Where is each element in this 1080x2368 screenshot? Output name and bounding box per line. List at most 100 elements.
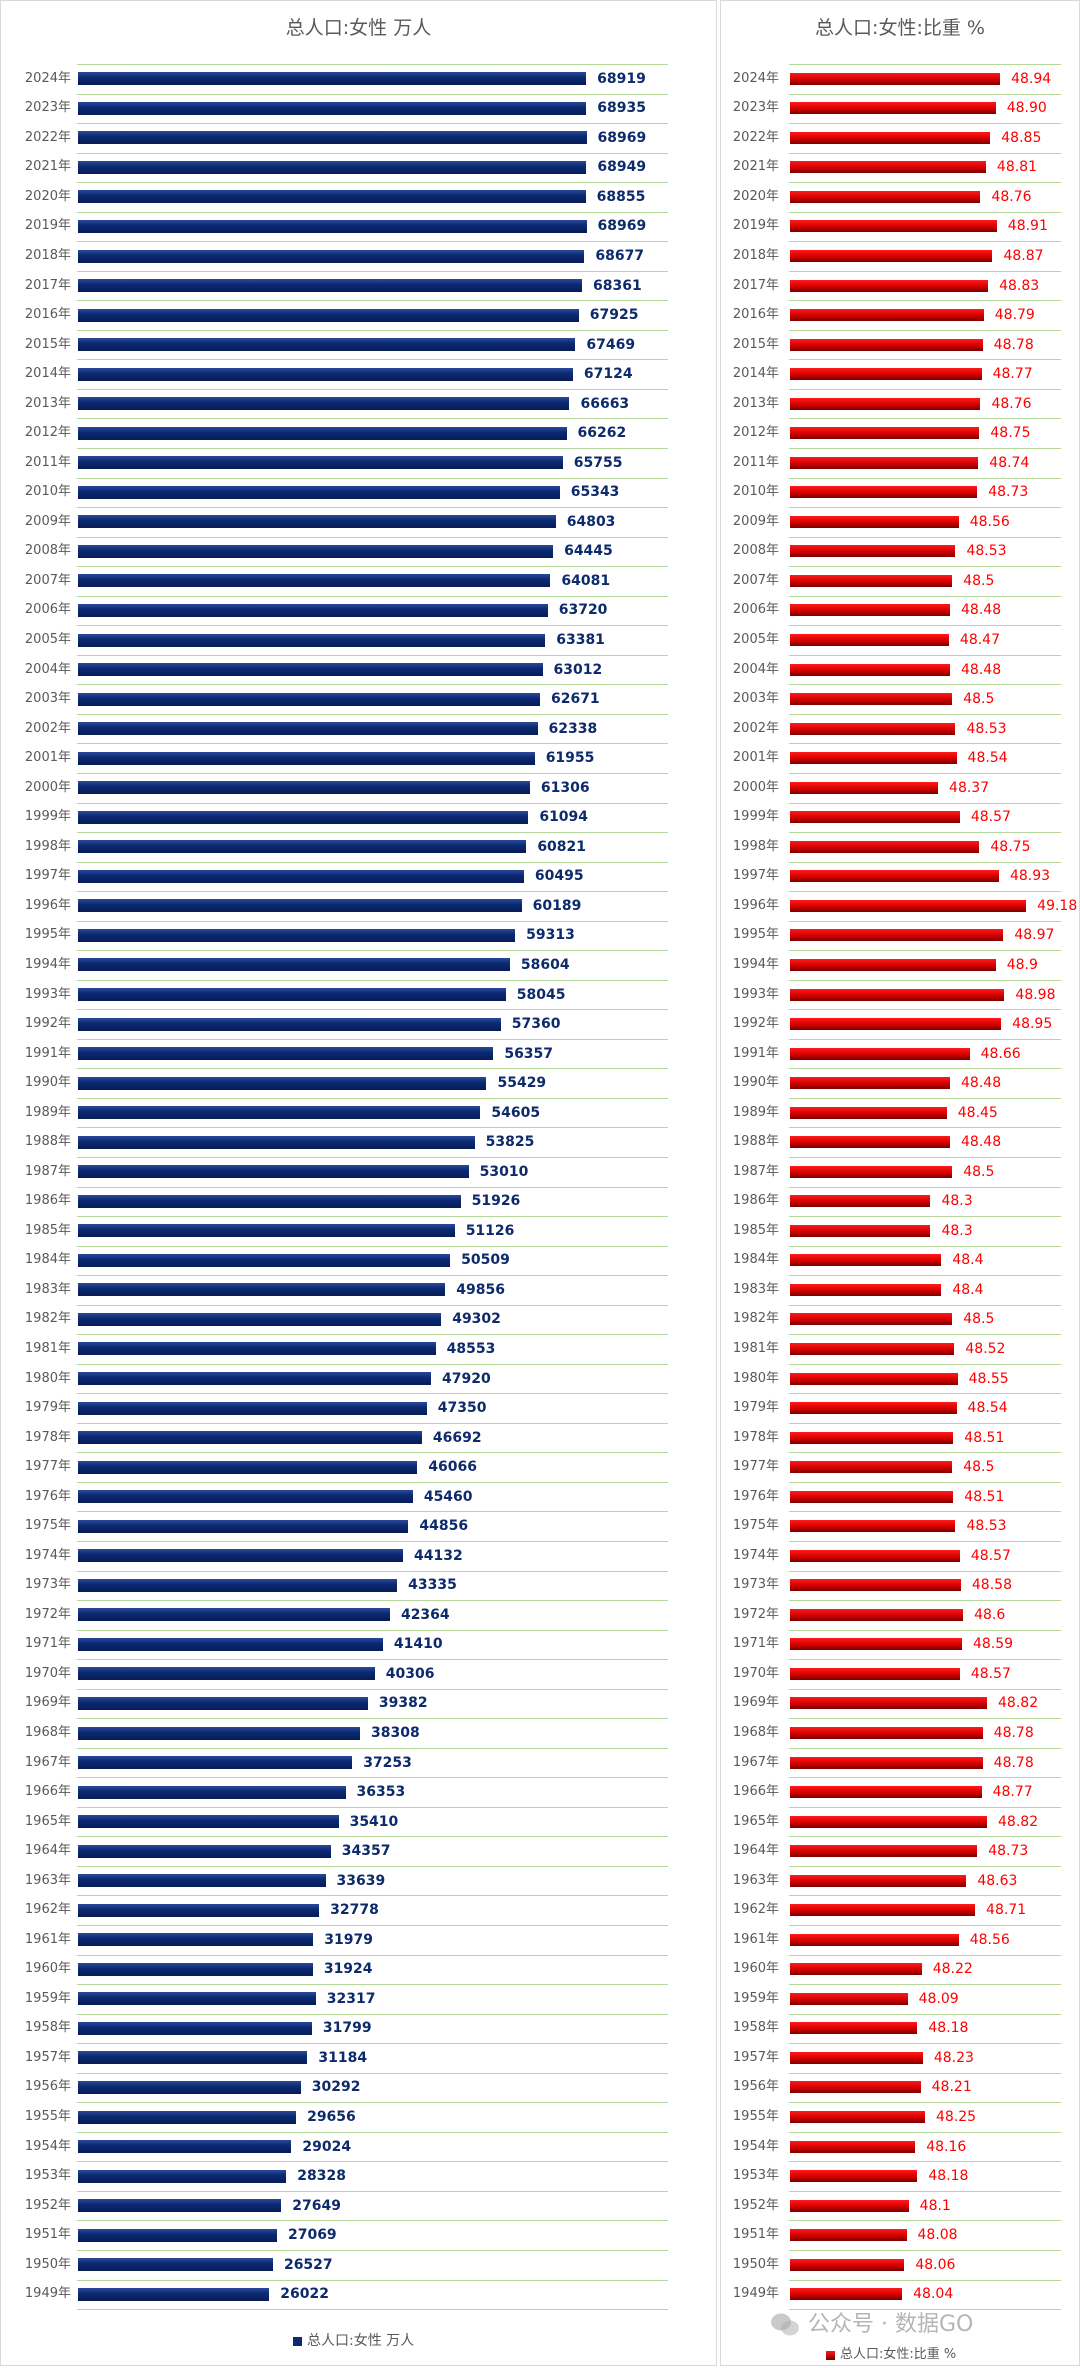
bar bbox=[78, 160, 587, 174]
data-label: 51926 bbox=[471, 1193, 521, 1210]
y-tick-label: 1997年 bbox=[24, 868, 71, 884]
gridline bbox=[789, 152, 1061, 154]
y-tick-label: 1980年 bbox=[24, 1370, 71, 1386]
gridline bbox=[789, 2013, 1061, 2015]
gridline bbox=[77, 1097, 668, 1099]
gridline bbox=[77, 920, 668, 922]
gridline bbox=[77, 1216, 668, 1218]
data-label: 41410 bbox=[393, 1636, 443, 1653]
y-tick-label: 2024年 bbox=[732, 70, 779, 86]
data-label: 48.51 bbox=[964, 1429, 1005, 1446]
y-tick-label: 1963年 bbox=[24, 1872, 71, 1888]
gridline bbox=[77, 1747, 668, 1749]
data-label: 48.57 bbox=[970, 1547, 1011, 1564]
y-tick-label: 2014年 bbox=[24, 366, 71, 382]
gridline bbox=[77, 359, 668, 361]
data-label: 27069 bbox=[287, 2227, 337, 2244]
y-tick-label: 2014年 bbox=[732, 366, 779, 382]
gridline bbox=[77, 1275, 668, 1277]
data-label: 51126 bbox=[465, 1222, 515, 1239]
y-tick-label: 1953年 bbox=[732, 2168, 779, 2184]
bar bbox=[790, 2199, 909, 2212]
bar bbox=[790, 1224, 931, 1237]
data-label: 68855 bbox=[596, 188, 646, 205]
data-label: 48.63 bbox=[977, 1872, 1018, 1889]
data-label: 48.6 bbox=[974, 1606, 1006, 1623]
gridline bbox=[77, 1806, 668, 1808]
data-label: 62338 bbox=[548, 720, 598, 737]
gridline bbox=[789, 241, 1061, 243]
gridline bbox=[789, 2279, 1061, 2281]
y-tick-label: 1973年 bbox=[732, 1577, 779, 1593]
y-tick-label: 1974年 bbox=[732, 1547, 779, 1563]
gridline bbox=[789, 1393, 1061, 1395]
y-tick-label: 1993年 bbox=[732, 986, 779, 1002]
y-tick-label: 1971年 bbox=[24, 1636, 71, 1652]
y-tick-label: 2023年 bbox=[24, 100, 71, 116]
data-label: 63012 bbox=[553, 661, 603, 678]
data-label: 66262 bbox=[577, 425, 627, 442]
y-tick-label: 1985年 bbox=[24, 1222, 71, 1238]
bar bbox=[790, 72, 1001, 85]
data-label: 39382 bbox=[378, 1695, 428, 1712]
y-tick-label: 2011年 bbox=[732, 454, 779, 470]
y-tick-label: 2003年 bbox=[24, 691, 71, 707]
y-tick-label: 2005年 bbox=[732, 632, 779, 648]
gridline bbox=[77, 1009, 668, 1011]
data-label: 63720 bbox=[558, 602, 608, 619]
data-label: 48.77 bbox=[992, 366, 1033, 383]
y-tick-label: 1991年 bbox=[732, 1045, 779, 1061]
gridline bbox=[789, 2131, 1061, 2133]
y-tick-label: 2017年 bbox=[732, 277, 779, 293]
gridline bbox=[77, 1304, 668, 1306]
gridline bbox=[789, 1009, 1061, 1011]
bar bbox=[790, 1963, 922, 1976]
data-label: 48.1 bbox=[919, 2197, 951, 2214]
gridline bbox=[77, 1186, 668, 1188]
bar bbox=[78, 426, 567, 440]
data-label: 53825 bbox=[485, 1134, 535, 1151]
bar bbox=[78, 1667, 375, 1681]
data-label: 48.78 bbox=[993, 336, 1034, 353]
y-tick-label: 2001年 bbox=[732, 750, 779, 766]
legend: 总人口:女性:比重 % bbox=[826, 2347, 956, 2363]
y-tick-label: 1988年 bbox=[732, 1134, 779, 1150]
bar bbox=[78, 1992, 316, 2006]
data-label: 48.06 bbox=[915, 2256, 956, 2273]
bar bbox=[790, 1165, 953, 1178]
data-label: 48.82 bbox=[998, 1813, 1039, 1830]
gridline bbox=[789, 1363, 1061, 1365]
gridline bbox=[789, 595, 1061, 597]
y-tick-label: 2008年 bbox=[732, 543, 779, 559]
data-label: 65343 bbox=[570, 484, 620, 501]
gridline bbox=[77, 211, 668, 213]
gridline bbox=[789, 1895, 1061, 1897]
gridline bbox=[789, 625, 1061, 627]
gridline bbox=[789, 1511, 1061, 1513]
gridline bbox=[789, 270, 1061, 272]
y-tick-label: 2005年 bbox=[24, 632, 71, 648]
bar bbox=[78, 988, 506, 1001]
gridline bbox=[77, 1245, 668, 1247]
data-label: 44856 bbox=[419, 1518, 469, 1535]
gridline bbox=[77, 832, 668, 834]
bar bbox=[790, 1667, 960, 1680]
data-label: 48.78 bbox=[993, 1725, 1034, 1741]
data-label: 48.87 bbox=[1003, 248, 1044, 264]
gridline bbox=[789, 1304, 1061, 1306]
gridline bbox=[789, 300, 1061, 302]
y-tick-label: 1967年 bbox=[24, 1754, 71, 1770]
bar bbox=[790, 722, 956, 735]
y-tick-label: 1981年 bbox=[24, 1340, 71, 1356]
data-label: 48.56 bbox=[969, 513, 1010, 530]
y-tick-label: 2007年 bbox=[24, 572, 71, 588]
data-label: 48.73 bbox=[988, 1843, 1029, 1860]
data-label: 48.54 bbox=[967, 750, 1008, 767]
gridline bbox=[789, 861, 1061, 863]
data-label: 68935 bbox=[597, 100, 646, 117]
data-label: 48.45 bbox=[957, 1104, 998, 1121]
bar bbox=[78, 751, 535, 765]
y-tick-label: 1987年 bbox=[732, 1163, 779, 1179]
y-tick-label: 2013年 bbox=[732, 395, 779, 411]
gridline bbox=[77, 713, 668, 715]
